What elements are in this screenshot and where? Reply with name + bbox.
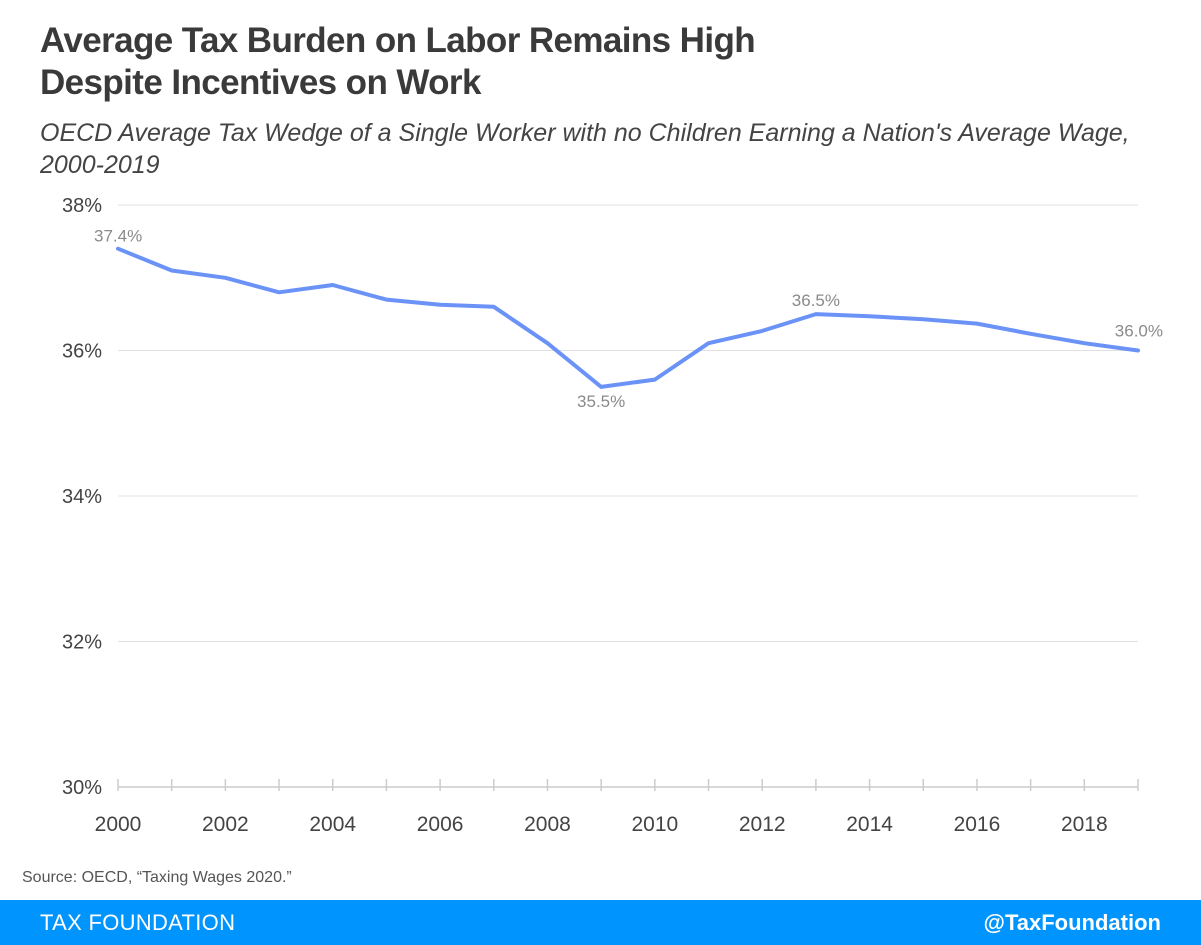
line-chart: 30% 32% 34% 36% 38% 2000 2002 2004 2006 2008 2010 2… bbox=[62, 195, 1163, 836]
x-tick-label-2012: 2012 bbox=[739, 813, 786, 836]
x-tick-label-2008: 2008 bbox=[524, 813, 571, 836]
data-label-2009: 35.5% bbox=[577, 392, 625, 411]
x-tick-label-2018: 2018 bbox=[1061, 813, 1108, 836]
footer-bar: TAX FOUNDATION @TaxFoundation bbox=[0, 900, 1201, 945]
data-label-2013: 36.5% bbox=[792, 291, 840, 310]
y-tick-label-36: 36% bbox=[62, 341, 102, 363]
chart-title: Average Tax Burden on Labor Remains High… bbox=[40, 20, 1160, 104]
x-tick-label-2000: 2000 bbox=[95, 813, 142, 836]
x-tick-label-2014: 2014 bbox=[846, 813, 893, 836]
x-tick-label-2004: 2004 bbox=[309, 813, 356, 836]
chart-subtitle: OECD Average Tax Wedge of a Single Worke… bbox=[40, 119, 1130, 179]
x-tick-label-2016: 2016 bbox=[954, 813, 1001, 836]
footer-brand: TAX FOUNDATION bbox=[40, 910, 236, 935]
source-note: Source: OECD, “Taxing Wages 2020.” bbox=[22, 869, 292, 886]
data-label-2000: 37.4% bbox=[94, 227, 142, 246]
y-tick-label-38: 38% bbox=[62, 195, 102, 217]
y-tick-label-32: 32% bbox=[62, 632, 102, 654]
chart-title-line-1: Average Tax Burden on Labor Remains High bbox=[40, 21, 756, 60]
footer-handle: @TaxFoundation bbox=[983, 910, 1161, 935]
chart-title-line-2: Despite Incentives on Work bbox=[40, 63, 481, 102]
x-tick-label-2002: 2002 bbox=[202, 813, 249, 836]
x-tick-label-2010: 2010 bbox=[631, 813, 678, 836]
y-tick-label-30: 30% bbox=[62, 777, 102, 799]
series-line-0 bbox=[116, 246, 1140, 389]
x-tick-label-2006: 2006 bbox=[417, 813, 464, 836]
y-tick-label-34: 34% bbox=[62, 486, 102, 508]
data-label-2019: 36.0% bbox=[1115, 322, 1163, 341]
